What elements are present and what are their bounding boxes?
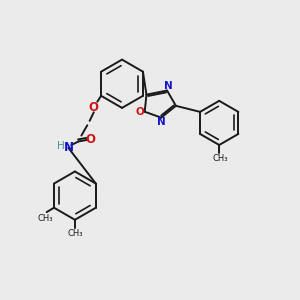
Text: O: O (135, 107, 144, 117)
Text: O: O (85, 134, 95, 146)
Text: H: H (57, 141, 65, 151)
Text: N: N (164, 81, 172, 92)
Text: N: N (63, 141, 74, 154)
Text: O: O (89, 100, 99, 113)
Text: CH₃: CH₃ (68, 229, 83, 238)
Text: CH₃: CH₃ (38, 214, 53, 223)
Text: N: N (157, 117, 166, 127)
Text: CH₃: CH₃ (212, 154, 227, 164)
